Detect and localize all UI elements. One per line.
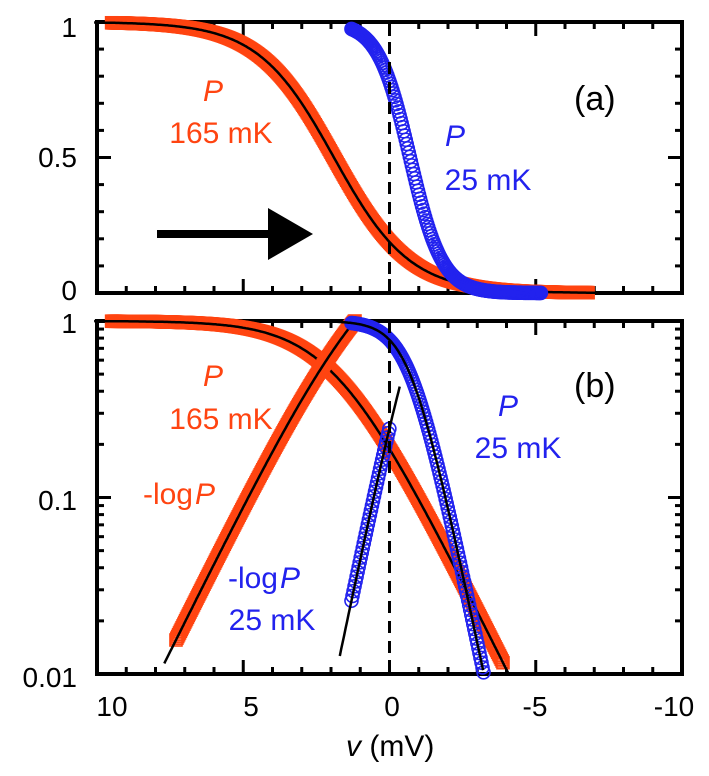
x-axis-label: v (mV) bbox=[346, 730, 434, 763]
fit-line bbox=[94, 319, 510, 674]
x-axis-label-var: v bbox=[346, 730, 363, 763]
fit-line bbox=[333, 320, 485, 671]
a-ytick-1: 1 bbox=[61, 12, 77, 43]
a-ann-orange-symbol: P bbox=[203, 75, 223, 108]
a-panel-label: (a) bbox=[574, 80, 616, 118]
a-ann-orange-temp: 165 mK bbox=[169, 117, 272, 150]
series-blue-P bbox=[333, 315, 491, 680]
b-ann-blue-neglog-symbol: P bbox=[280, 562, 300, 595]
fit-line bbox=[163, 320, 356, 664]
series-orange-P bbox=[94, 15, 606, 300]
xtick-10: 10 bbox=[96, 691, 127, 722]
marker-square bbox=[496, 655, 510, 670]
marker-circle bbox=[533, 285, 549, 301]
a-ytick-0-5: 0.5 bbox=[38, 142, 77, 173]
b-ann-blue-neglog-temp: 25 mK bbox=[229, 604, 316, 637]
panel-a-series bbox=[94, 15, 606, 301]
b-ytick-0-01: 0.01 bbox=[23, 662, 78, 693]
x-axis-label-unit: (mV) bbox=[361, 730, 434, 763]
panel-b: 1 0.1 0.01 (b) P 165 mK P 25 mK -log P -… bbox=[23, 308, 684, 693]
a-arrow-head bbox=[268, 208, 313, 260]
xtick-neg10: -10 bbox=[654, 691, 694, 722]
xtick-5: 5 bbox=[243, 691, 259, 722]
b-ann-blue-symbol: P bbox=[498, 390, 518, 423]
series-orange--logP bbox=[163, 314, 362, 664]
marker-square bbox=[494, 652, 509, 667]
a-ann-blue-symbol: P bbox=[445, 120, 465, 153]
fit-line bbox=[94, 21, 606, 295]
a-ann-blue-temp: 25 mK bbox=[445, 164, 532, 197]
b-ann-blue-temp: 25 mK bbox=[475, 432, 562, 465]
b-ann-orange-symbol: P bbox=[203, 360, 223, 393]
b-ann-blue-neglog-prefix: -log bbox=[228, 562, 278, 595]
b-ytick-1: 1 bbox=[61, 308, 77, 339]
x-axis: 10 5 0 -5 -10 v (mV) bbox=[96, 691, 694, 763]
panel-b-series bbox=[94, 314, 510, 680]
b-ann-orange-temp: 165 mK bbox=[169, 403, 272, 436]
b-ann-orange-neglog-symbol: P bbox=[195, 478, 215, 511]
xtick-0: 0 bbox=[384, 691, 400, 722]
series-blue-P bbox=[344, 21, 549, 301]
a-arrow bbox=[157, 208, 313, 260]
b-panel-label: (b) bbox=[574, 367, 616, 405]
panel-a: 1 0.5 0 (a) P 165 mK P 25 mK bbox=[38, 12, 684, 306]
marker-circle bbox=[476, 665, 491, 680]
xtick-neg5: -5 bbox=[523, 691, 548, 722]
b-ytick-0-1: 0.1 bbox=[38, 485, 77, 516]
b-ann-orange-neglog-prefix: -log bbox=[143, 478, 193, 511]
marker-square bbox=[495, 654, 509, 668]
a-ytick-0: 0 bbox=[61, 275, 77, 306]
